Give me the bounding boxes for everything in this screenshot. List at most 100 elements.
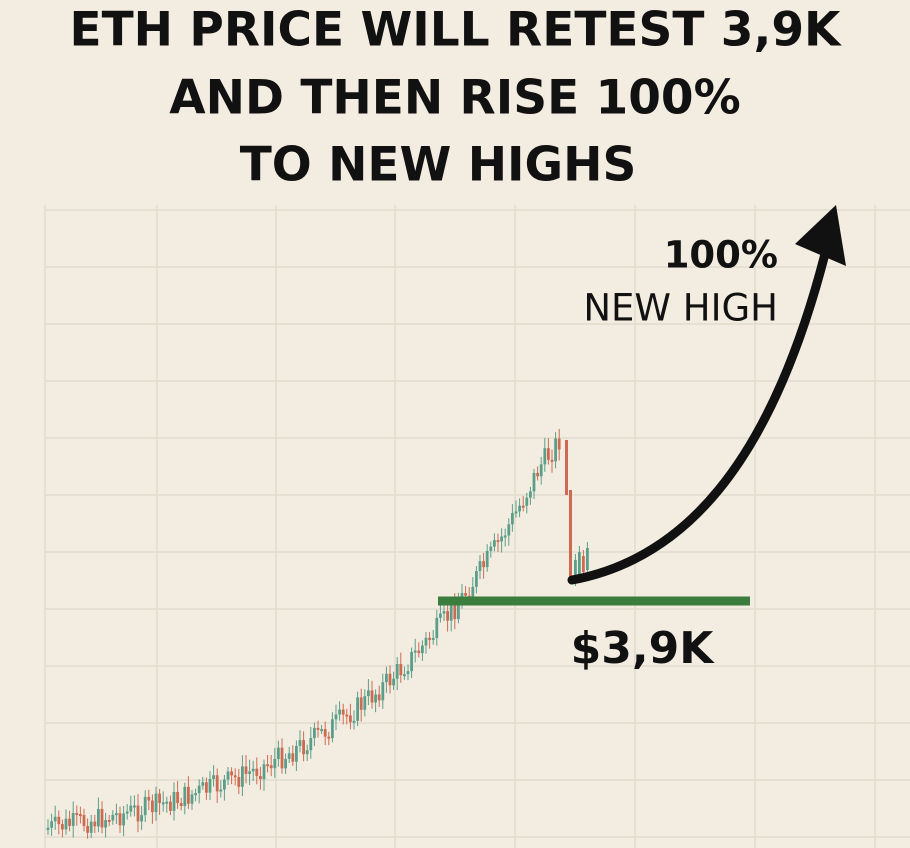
candle-body — [377, 694, 381, 701]
candle-body — [457, 604, 460, 620]
title-line: ETH PRICE WILL RETEST 3,9K — [70, 3, 843, 58]
candle-body — [320, 729, 323, 732]
candle-body — [46, 827, 50, 830]
candle-body — [370, 690, 374, 703]
candle-body — [212, 775, 215, 779]
candle-body — [574, 560, 577, 580]
candles — [46, 428, 589, 839]
candle-body — [578, 552, 581, 575]
candle-body — [439, 613, 442, 618]
candle-body — [273, 758, 277, 769]
candle-body — [446, 611, 449, 621]
target-label: NEW HIGH — [583, 287, 778, 330]
arrow-head — [795, 205, 846, 266]
candle-body — [251, 768, 255, 772]
candle-body — [543, 448, 547, 465]
candle-body — [345, 714, 349, 717]
candle-body — [223, 779, 226, 790]
candle-body — [421, 645, 424, 654]
candle-body — [115, 813, 118, 816]
candle-body — [161, 802, 165, 805]
candle-body — [53, 816, 57, 822]
candle-body — [500, 536, 503, 542]
candle-body — [176, 791, 179, 804]
candle-body — [385, 673, 388, 683]
candle-body — [298, 740, 302, 746]
candle-body — [237, 777, 241, 787]
candle-body — [529, 491, 532, 498]
candle-body — [413, 650, 417, 653]
candle-body — [359, 697, 363, 710]
candle-body — [536, 472, 539, 477]
title-line: TO NEW HIGHS — [240, 138, 637, 193]
candle-body — [205, 782, 208, 793]
gain-label: 100% — [664, 234, 778, 277]
candle-body — [428, 637, 431, 640]
candle-body — [169, 801, 172, 811]
candle-body — [122, 813, 125, 826]
candle-body — [194, 793, 197, 796]
candle-body — [482, 561, 485, 568]
candle-body — [104, 820, 107, 828]
candle-body — [233, 775, 237, 778]
arrow-curve — [567, 245, 831, 585]
candle-body — [338, 709, 341, 715]
candle-body — [284, 758, 287, 769]
candle-body — [349, 715, 352, 723]
candle-body — [136, 805, 140, 822]
candle-body — [582, 556, 585, 572]
candle-body — [464, 593, 467, 596]
candle-body — [496, 540, 500, 543]
candle-body — [118, 813, 122, 826]
candle-body — [230, 771, 233, 776]
candle-body — [449, 603, 453, 621]
candle-body — [97, 808, 100, 827]
candle-body — [93, 821, 97, 827]
candle-body — [219, 789, 223, 792]
candle-body — [82, 815, 86, 826]
candle-body — [363, 696, 367, 710]
candle-body — [143, 796, 147, 816]
candle-body — [356, 697, 359, 721]
candle-body — [406, 671, 410, 675]
candle-body — [399, 663, 403, 676]
candle-body — [208, 778, 212, 793]
candle-body — [341, 709, 345, 715]
candle-body — [435, 617, 439, 638]
candle-body — [165, 801, 169, 804]
candle-body — [86, 825, 89, 833]
candle-body — [313, 727, 316, 739]
candle-body — [410, 651, 413, 672]
candle-body — [471, 586, 475, 599]
candle-body — [89, 821, 93, 833]
candle-body — [493, 540, 496, 547]
candle-body — [305, 750, 309, 755]
candle-body — [453, 603, 457, 620]
candle-body — [565, 440, 568, 495]
candle-body — [79, 814, 82, 817]
candle-body — [107, 820, 111, 823]
candle-body — [280, 747, 284, 769]
candle-body — [287, 753, 291, 759]
candle-body — [187, 786, 190, 804]
candle-body — [61, 824, 64, 830]
candle-body — [100, 808, 104, 828]
candle-body — [518, 505, 521, 512]
candle-body — [521, 505, 525, 508]
candle-body — [388, 673, 392, 686]
candle-body — [323, 729, 327, 737]
candle-body — [64, 818, 68, 830]
support-label: $3,9K — [571, 623, 716, 674]
candle-body — [158, 793, 161, 804]
candle-body — [424, 637, 428, 646]
candle-body — [190, 794, 194, 804]
candle-body — [417, 650, 421, 654]
candle-body — [244, 766, 248, 774]
candle-body — [539, 464, 543, 477]
candle-body — [554, 438, 557, 462]
candle-body — [259, 775, 262, 780]
candle-body — [331, 719, 334, 739]
candle-body — [569, 490, 572, 580]
